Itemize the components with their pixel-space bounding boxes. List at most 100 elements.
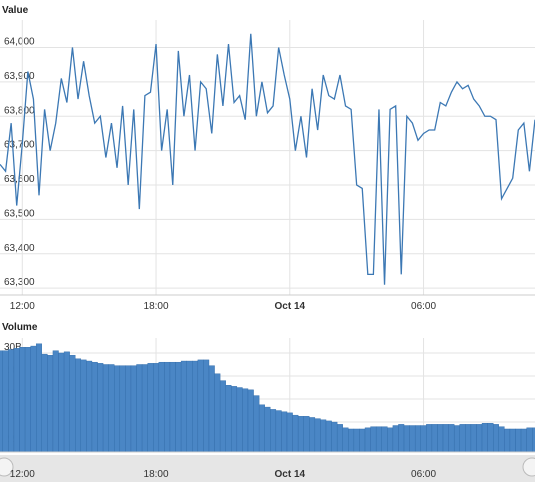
- volume-bar: [375, 426, 382, 453]
- volume-bar: [208, 365, 215, 453]
- volume-bar: [498, 426, 505, 453]
- volume-bar: [192, 360, 199, 453]
- x-tick-label: 12:00: [10, 301, 35, 312]
- navigator-handle[interactable]: [522, 457, 535, 477]
- price-line: [0, 33, 535, 285]
- y-tick-label: 63,500: [4, 208, 35, 219]
- volume-bar: [320, 419, 327, 453]
- y-tick-label: 63,700: [4, 140, 35, 151]
- volume-bar: [130, 365, 137, 453]
- volume-bar: [459, 424, 466, 453]
- volume-bar: [331, 421, 338, 453]
- volume-bar: [258, 404, 265, 453]
- volume-bar: [364, 427, 371, 453]
- volume-bar: [448, 424, 455, 453]
- volume-bar: [24, 347, 31, 453]
- x-tick-label: 12:00: [10, 469, 35, 480]
- volume-bar: [114, 365, 121, 453]
- volume-bar: [437, 424, 444, 453]
- volume-bar: [186, 360, 193, 453]
- volume-bar: [119, 365, 126, 453]
- volume-bar: [431, 424, 438, 453]
- volume-bar: [69, 355, 76, 453]
- volume-bar: [398, 424, 405, 453]
- volume-bar: [420, 425, 427, 453]
- volume-bar: [275, 410, 282, 453]
- volume-bar: [481, 423, 488, 453]
- volume-bar: [41, 353, 48, 453]
- volume-bar: [80, 359, 87, 453]
- navigator-handle[interactable]: [0, 457, 14, 477]
- volume-bar: [359, 428, 366, 453]
- volume-bar: [225, 385, 232, 453]
- volume-bar: [465, 424, 472, 453]
- volume-bar: [336, 424, 343, 453]
- panel-title: Volume: [2, 322, 38, 333]
- volume-bar: [504, 428, 511, 453]
- volume-bar: [381, 426, 388, 453]
- volume-bar: [36, 343, 42, 453]
- volume-bar: [63, 351, 70, 453]
- x-tick-label: 06:00: [411, 469, 436, 480]
- volume-bar: [147, 363, 154, 453]
- volume-bar: [0, 350, 3, 453]
- volume-bar: [325, 420, 332, 453]
- volume-bar: [175, 361, 182, 453]
- y-tick-label: 63,300: [4, 277, 35, 288]
- volume-bar: [219, 380, 226, 453]
- volume-bar: [125, 365, 132, 453]
- x-tick-label: Oct 14: [275, 301, 306, 312]
- x-tick-label: Oct 14: [275, 469, 306, 480]
- volume-bar: [476, 424, 483, 453]
- volume-bar: [470, 424, 477, 453]
- volume-bar: [292, 414, 299, 453]
- volume-bar: [13, 348, 20, 453]
- volume-bar: [342, 427, 349, 453]
- volume-bar: [214, 373, 221, 453]
- volume-bar: [108, 364, 115, 453]
- volume-bar: [2, 350, 9, 453]
- volume-bar: [387, 427, 394, 453]
- x-tick-label: 06:00: [411, 301, 436, 312]
- volume-bar: [493, 424, 499, 453]
- volume-bar: [8, 349, 15, 453]
- volume-bar: [136, 364, 143, 453]
- volume-bar: [392, 425, 399, 453]
- y-tick-label: 63,900: [4, 71, 35, 82]
- x-tick-label: 18:00: [144, 469, 169, 480]
- volume-bar: [426, 424, 433, 453]
- volume-bar: [403, 425, 410, 453]
- volume-bar: [309, 417, 316, 453]
- volume-bar: [102, 364, 109, 453]
- volume-bar: [242, 388, 249, 453]
- volume-bar: [520, 428, 527, 453]
- volume-bar: [19, 347, 26, 453]
- volume-bar: [169, 361, 176, 453]
- volume-bar: [526, 427, 533, 453]
- volume-bar: [270, 409, 277, 453]
- volume-bar: [414, 425, 421, 453]
- volume-bar: [47, 355, 54, 453]
- volume-bar: [370, 426, 377, 453]
- volume-bar: [30, 345, 37, 453]
- y-tick-label: 64,000: [4, 37, 35, 48]
- volume-bar: [314, 418, 321, 453]
- volume-bar: [180, 360, 187, 453]
- volume-bar: [158, 361, 165, 453]
- panel-title: Value: [2, 5, 29, 16]
- x-tick-label: 18:00: [144, 301, 169, 312]
- volume-bar: [203, 359, 210, 453]
- volume-bar: [58, 352, 65, 453]
- volume-bar: [231, 386, 238, 453]
- volume-bar: [197, 359, 204, 453]
- volume-bar: [253, 395, 260, 453]
- volume-bar: [453, 425, 460, 453]
- volume-bar: [52, 350, 59, 453]
- volume-bar: [97, 363, 104, 453]
- volume-bar: [281, 411, 288, 453]
- volume-bar: [353, 428, 360, 453]
- volume-bar: [141, 364, 148, 453]
- volume-bar: [297, 416, 304, 453]
